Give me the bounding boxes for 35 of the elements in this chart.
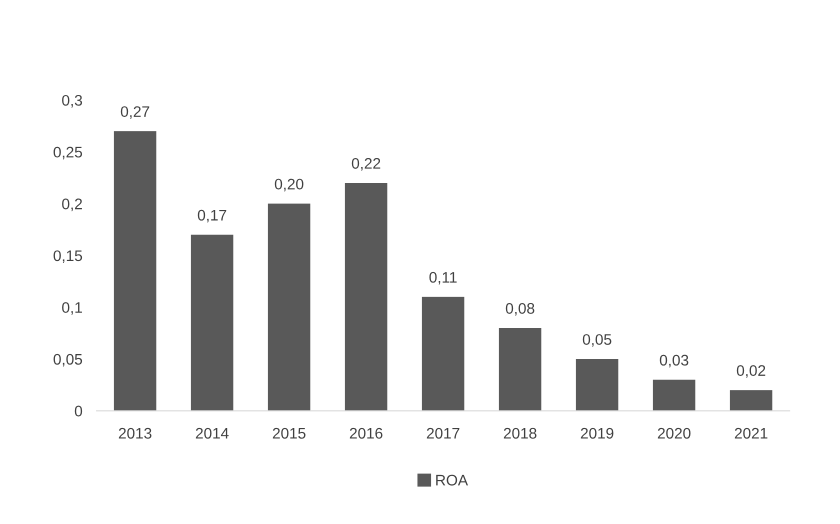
data-label: 0,27 (120, 106, 150, 119)
data-label: 0,02 (736, 365, 766, 378)
x-tick-label: 2015 (272, 428, 306, 439)
data-label: 0,08 (506, 303, 534, 316)
y-tick-label: 0,2 (62, 198, 82, 212)
x-tick-label: 2021 (734, 428, 768, 439)
bar (190, 234, 234, 411)
y-tick-label: 0,15 (54, 250, 82, 263)
data-label: 0,05 (582, 334, 612, 347)
x-tick-label: 2016 (350, 428, 382, 439)
x-tick-label: 2019 (580, 428, 614, 439)
data-label: 0,20 (274, 178, 304, 192)
y-tick-label: 0,25 (54, 146, 82, 160)
x-tick-label: 2017 (426, 428, 460, 439)
bar (730, 390, 772, 411)
bar (114, 131, 156, 411)
y-tick-label: 0,3 (62, 94, 82, 108)
x-tick-label: 2013 (118, 428, 152, 439)
y-tick-label: 0,1 (62, 302, 82, 315)
x-tick-label: 2020 (658, 428, 690, 439)
data-label: 0,11 (429, 272, 457, 285)
data-label: 0,22 (352, 158, 380, 171)
data-label: 0,03 (660, 354, 688, 368)
bar (344, 182, 388, 411)
bar (652, 380, 696, 411)
x-tick-label: 2018 (504, 428, 536, 439)
bar (422, 296, 464, 411)
x-tick-label: 2014 (196, 428, 229, 439)
bar (498, 328, 542, 411)
bar (268, 204, 310, 411)
y-tick-label: 0 (74, 406, 82, 416)
bar (576, 359, 618, 411)
data-label: 0,17 (198, 210, 226, 222)
legend-label: ROA (436, 474, 468, 486)
y-tick-label: 0,05 (54, 354, 82, 367)
